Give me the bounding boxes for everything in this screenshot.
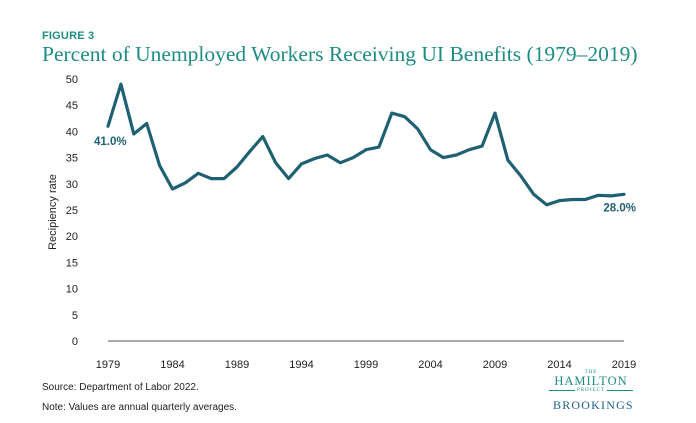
y-tick-label: 0	[72, 336, 78, 348]
logo-the-text: THE	[584, 370, 598, 375]
figure-label: FIGURE 3	[42, 30, 95, 42]
values-note: Note: Values are annual quarterly averag…	[42, 402, 237, 413]
y-tick-label: 45	[66, 100, 78, 112]
x-tick-label: 2014	[547, 359, 571, 371]
hamilton-project-logo: THE HAMILTON PROJECT	[545, 370, 637, 396]
y-tick-label: 50	[66, 74, 78, 86]
x-tick-label: 1994	[289, 359, 313, 371]
x-axis-ticks: 1979 1984 1989 1994 1999 2004 2009 2014 2019	[96, 359, 636, 371]
y-tick-label: 20	[66, 231, 78, 243]
logo-hamilton-text: HAMILTON	[554, 374, 628, 388]
y-axis-label: Recipiency rate	[47, 174, 59, 250]
y-tick-label: 40	[66, 126, 78, 138]
y-tick-label: 15	[66, 257, 78, 269]
x-tick-label: 2019	[612, 359, 636, 371]
source-note: Source: Department of Labor 2022.	[42, 382, 199, 393]
x-tick-label: 1999	[354, 359, 378, 371]
data-annotations: 41.0% 28.0%	[94, 136, 636, 214]
annotation-end: 28.0%	[603, 202, 636, 214]
y-tick-label: 30	[66, 179, 78, 191]
x-tick-label: 1984	[160, 359, 184, 371]
y-tick-label: 25	[66, 205, 78, 217]
chart-title: Percent of Unemployed Workers Receiving …	[42, 42, 638, 66]
x-tick-label: 1989	[225, 359, 249, 371]
logo-project-text: PROJECT	[576, 388, 606, 393]
x-tick-label: 1979	[96, 359, 120, 371]
y-tick-label: 5	[72, 310, 78, 322]
x-tick-label: 2009	[483, 359, 507, 371]
y-tick-label: 10	[66, 284, 78, 296]
series-line	[106, 82, 626, 207]
brookings-logo: BROOKINGS	[553, 398, 634, 412]
y-tick-label: 35	[66, 153, 78, 165]
annotation-start: 41.0%	[94, 136, 127, 148]
y-axis-ticks: 0 5 10 15 20 25 30 35 40 45 50	[66, 74, 78, 348]
x-tick-label: 2004	[418, 359, 442, 371]
logo-rule-left	[549, 390, 575, 391]
logo-rule-right	[607, 390, 633, 391]
